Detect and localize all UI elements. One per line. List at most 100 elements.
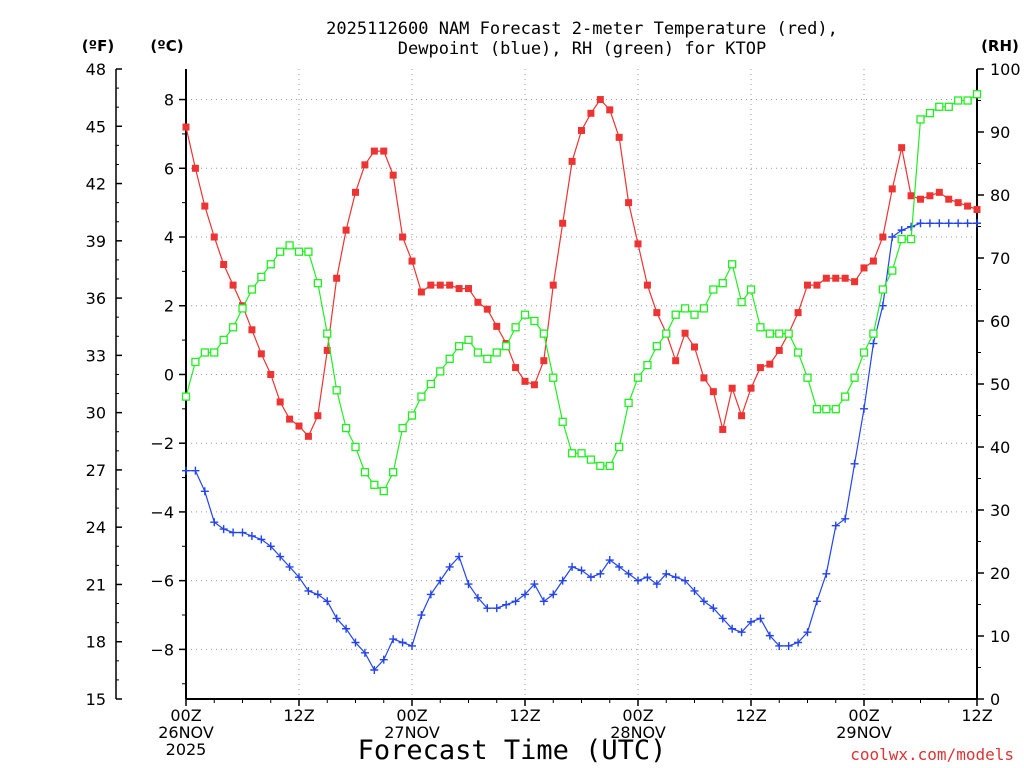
temperature-point: [399, 233, 407, 241]
dewpoint-point: [360, 648, 369, 657]
fahrenheit-tick-label: 18: [86, 633, 106, 652]
rh-point: [445, 354, 454, 363]
dewpoint-point: [191, 466, 200, 475]
rh-point: [615, 442, 624, 452]
temperature-point: [973, 206, 981, 214]
temperature-point: [408, 257, 416, 265]
temperature-point: [738, 412, 746, 420]
series-2-meter-temperature: [182, 96, 981, 440]
rh-point: [567, 449, 577, 458]
rh-point: [294, 247, 304, 256]
dewpoint-point: [850, 459, 859, 468]
temperature-point: [804, 281, 811, 289]
dewpoint-point: [521, 590, 529, 599]
rh-point: [473, 348, 483, 357]
rh-point: [643, 360, 652, 370]
rh-tick-label: 80: [990, 186, 1010, 205]
celsius-tick-label: −4: [150, 503, 174, 522]
dewpoint-point: [935, 219, 944, 228]
temperature-point: [756, 364, 764, 372]
dewpoint-point: [944, 219, 953, 228]
dewpoint-point: [775, 641, 784, 650]
temperature-point: [286, 415, 294, 423]
temperature-point: [606, 106, 614, 114]
data-series: [181, 90, 982, 674]
temperature-point: [455, 285, 463, 293]
dewpoint-point: [643, 573, 652, 582]
rh-point: [633, 373, 643, 382]
dewpoint-point: [304, 586, 313, 595]
temperature-point: [691, 343, 698, 351]
celsius-tick-label: 8: [164, 91, 174, 110]
temperature-point: [813, 281, 821, 289]
temperature-point: [832, 274, 840, 282]
dewpoint-point: [718, 614, 727, 623]
rh-point: [558, 417, 567, 426]
dewpoint-point: [709, 604, 718, 613]
temperature-point: [709, 388, 717, 396]
temperature-point: [766, 360, 774, 368]
temperature-point: [964, 202, 972, 210]
temperature-point: [191, 164, 199, 172]
temperature-point: [728, 384, 736, 392]
dewpoint-point: [605, 556, 614, 565]
rh-point: [652, 342, 661, 351]
rh-point: [530, 316, 539, 326]
temperature-point: [342, 226, 350, 234]
temperature-point: [229, 281, 237, 289]
dewpoint-point: [257, 535, 266, 544]
temperature-point: [945, 195, 953, 203]
dewpoint-point: [907, 222, 916, 231]
rh-point: [586, 455, 596, 464]
rh-point: [426, 379, 435, 389]
temperature-point: [210, 233, 218, 241]
dewpoint-point: [247, 531, 256, 540]
temperature-point: [483, 305, 491, 313]
temperature-point: [568, 157, 576, 165]
rh-point: [228, 323, 238, 332]
dewpoint-point: [954, 219, 963, 228]
rh-point: [210, 348, 219, 357]
x-tick-label: 00Z: [396, 706, 427, 725]
temperature-point: [851, 278, 859, 286]
dewpoint-point: [860, 404, 868, 413]
temperature-point: [370, 147, 378, 155]
dewpoint-point: [822, 569, 831, 578]
dewpoint-point: [812, 597, 821, 606]
rh-point: [963, 96, 972, 105]
rh-point: [859, 348, 869, 357]
dewpoint-point: [737, 628, 746, 637]
temperature-point: [417, 288, 425, 296]
dewpoint-point: [586, 573, 595, 582]
temperature-point: [304, 432, 312, 440]
dewpoint-point: [332, 614, 341, 623]
rh-point: [238, 304, 247, 313]
rh-point: [520, 310, 530, 319]
rh-point: [624, 398, 633, 408]
rh-point: [454, 342, 464, 351]
rh-point: [285, 241, 294, 250]
rh-point: [370, 480, 379, 489]
rh-point: [332, 386, 341, 395]
rh-tick-label: 50: [990, 375, 1010, 394]
rh-point: [756, 323, 765, 332]
x-tick-label: 12Z: [283, 706, 314, 725]
celsius-tick-label: −2: [150, 434, 174, 453]
rh-point: [323, 329, 332, 338]
rh-point: [464, 335, 473, 345]
dewpoint-point: [229, 528, 238, 537]
series-dewpoint: [182, 219, 981, 674]
temperature-point: [625, 199, 633, 207]
dewpoint-point: [549, 590, 558, 599]
dewpoint-point: [313, 590, 322, 599]
rh-point: [718, 279, 727, 288]
rh-point: [539, 329, 548, 338]
temperature-point: [879, 233, 887, 241]
dewpoint-point: [615, 562, 624, 571]
rh-point: [680, 304, 690, 313]
rh-point: [492, 348, 501, 357]
dewpoint-point: [342, 624, 351, 633]
temperature-point: [775, 346, 783, 354]
rh-point: [549, 373, 558, 382]
dewpoint-point: [973, 219, 981, 228]
